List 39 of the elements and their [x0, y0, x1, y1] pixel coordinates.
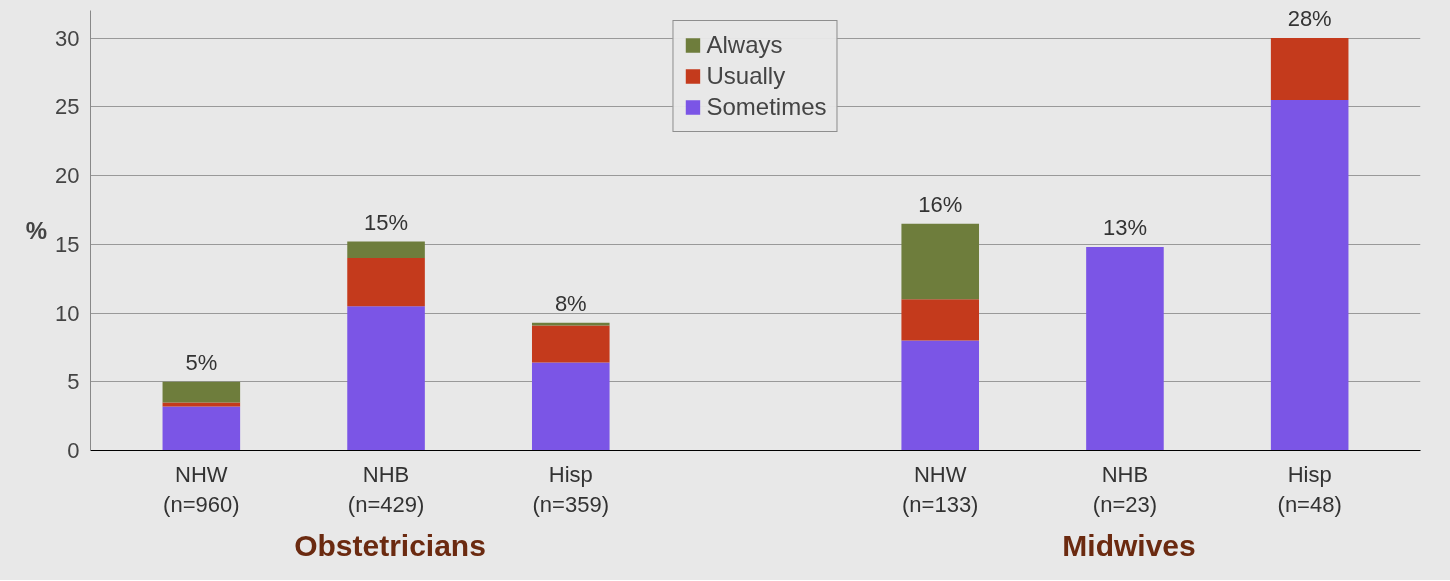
legend-label: Sometimes — [706, 93, 827, 121]
bar — [901, 223, 980, 300]
text: Obstetricians — [293, 528, 487, 564]
y-tick-label: 20 — [55, 163, 80, 188]
bar — [901, 299, 980, 341]
y-tick-label: 15 — [55, 231, 80, 257]
x-tick-label: NHB (n=429) — [347, 461, 425, 517]
bar — [347, 258, 425, 307]
bar — [1270, 38, 1349, 100]
x-tick-label: Hisp (n=48) — [1277, 461, 1342, 517]
bar — [347, 241, 425, 258]
bar — [1270, 99, 1349, 451]
bar — [162, 402, 241, 407]
x-tick-label: NHB (n=23) — [1092, 461, 1158, 517]
total-label: 16% — [918, 191, 963, 217]
bar — [531, 362, 610, 451]
total-label: 8% — [554, 290, 587, 316]
y-tick-label: 5 — [67, 369, 80, 395]
legend-label: Always — [706, 31, 783, 59]
legend-label: Usually — [706, 62, 786, 90]
y-tick-label: 30 — [55, 25, 80, 51]
total-label: 28% — [1287, 6, 1332, 32]
x-tick-label: NHW (n=133) — [902, 461, 979, 517]
bar — [347, 306, 425, 451]
bar — [901, 340, 980, 451]
x-tick-label: Hisp (n=359) — [532, 461, 610, 517]
total-label: 13% — [1102, 215, 1147, 241]
bar — [1086, 247, 1164, 451]
x-tick-label: NHW (n=960) — [163, 461, 240, 517]
y-axis-title: % — [25, 217, 48, 244]
bar — [531, 325, 610, 363]
bar — [162, 381, 241, 403]
y-tick-label: 25 — [55, 94, 80, 120]
y-tick-label: 10 — [55, 300, 80, 326]
text: Midwives — [1061, 528, 1197, 564]
bar — [162, 406, 241, 451]
total-label: 5% — [185, 349, 218, 375]
y-tick-label: 0 — [67, 438, 80, 463]
total-label: 15% — [364, 209, 409, 235]
